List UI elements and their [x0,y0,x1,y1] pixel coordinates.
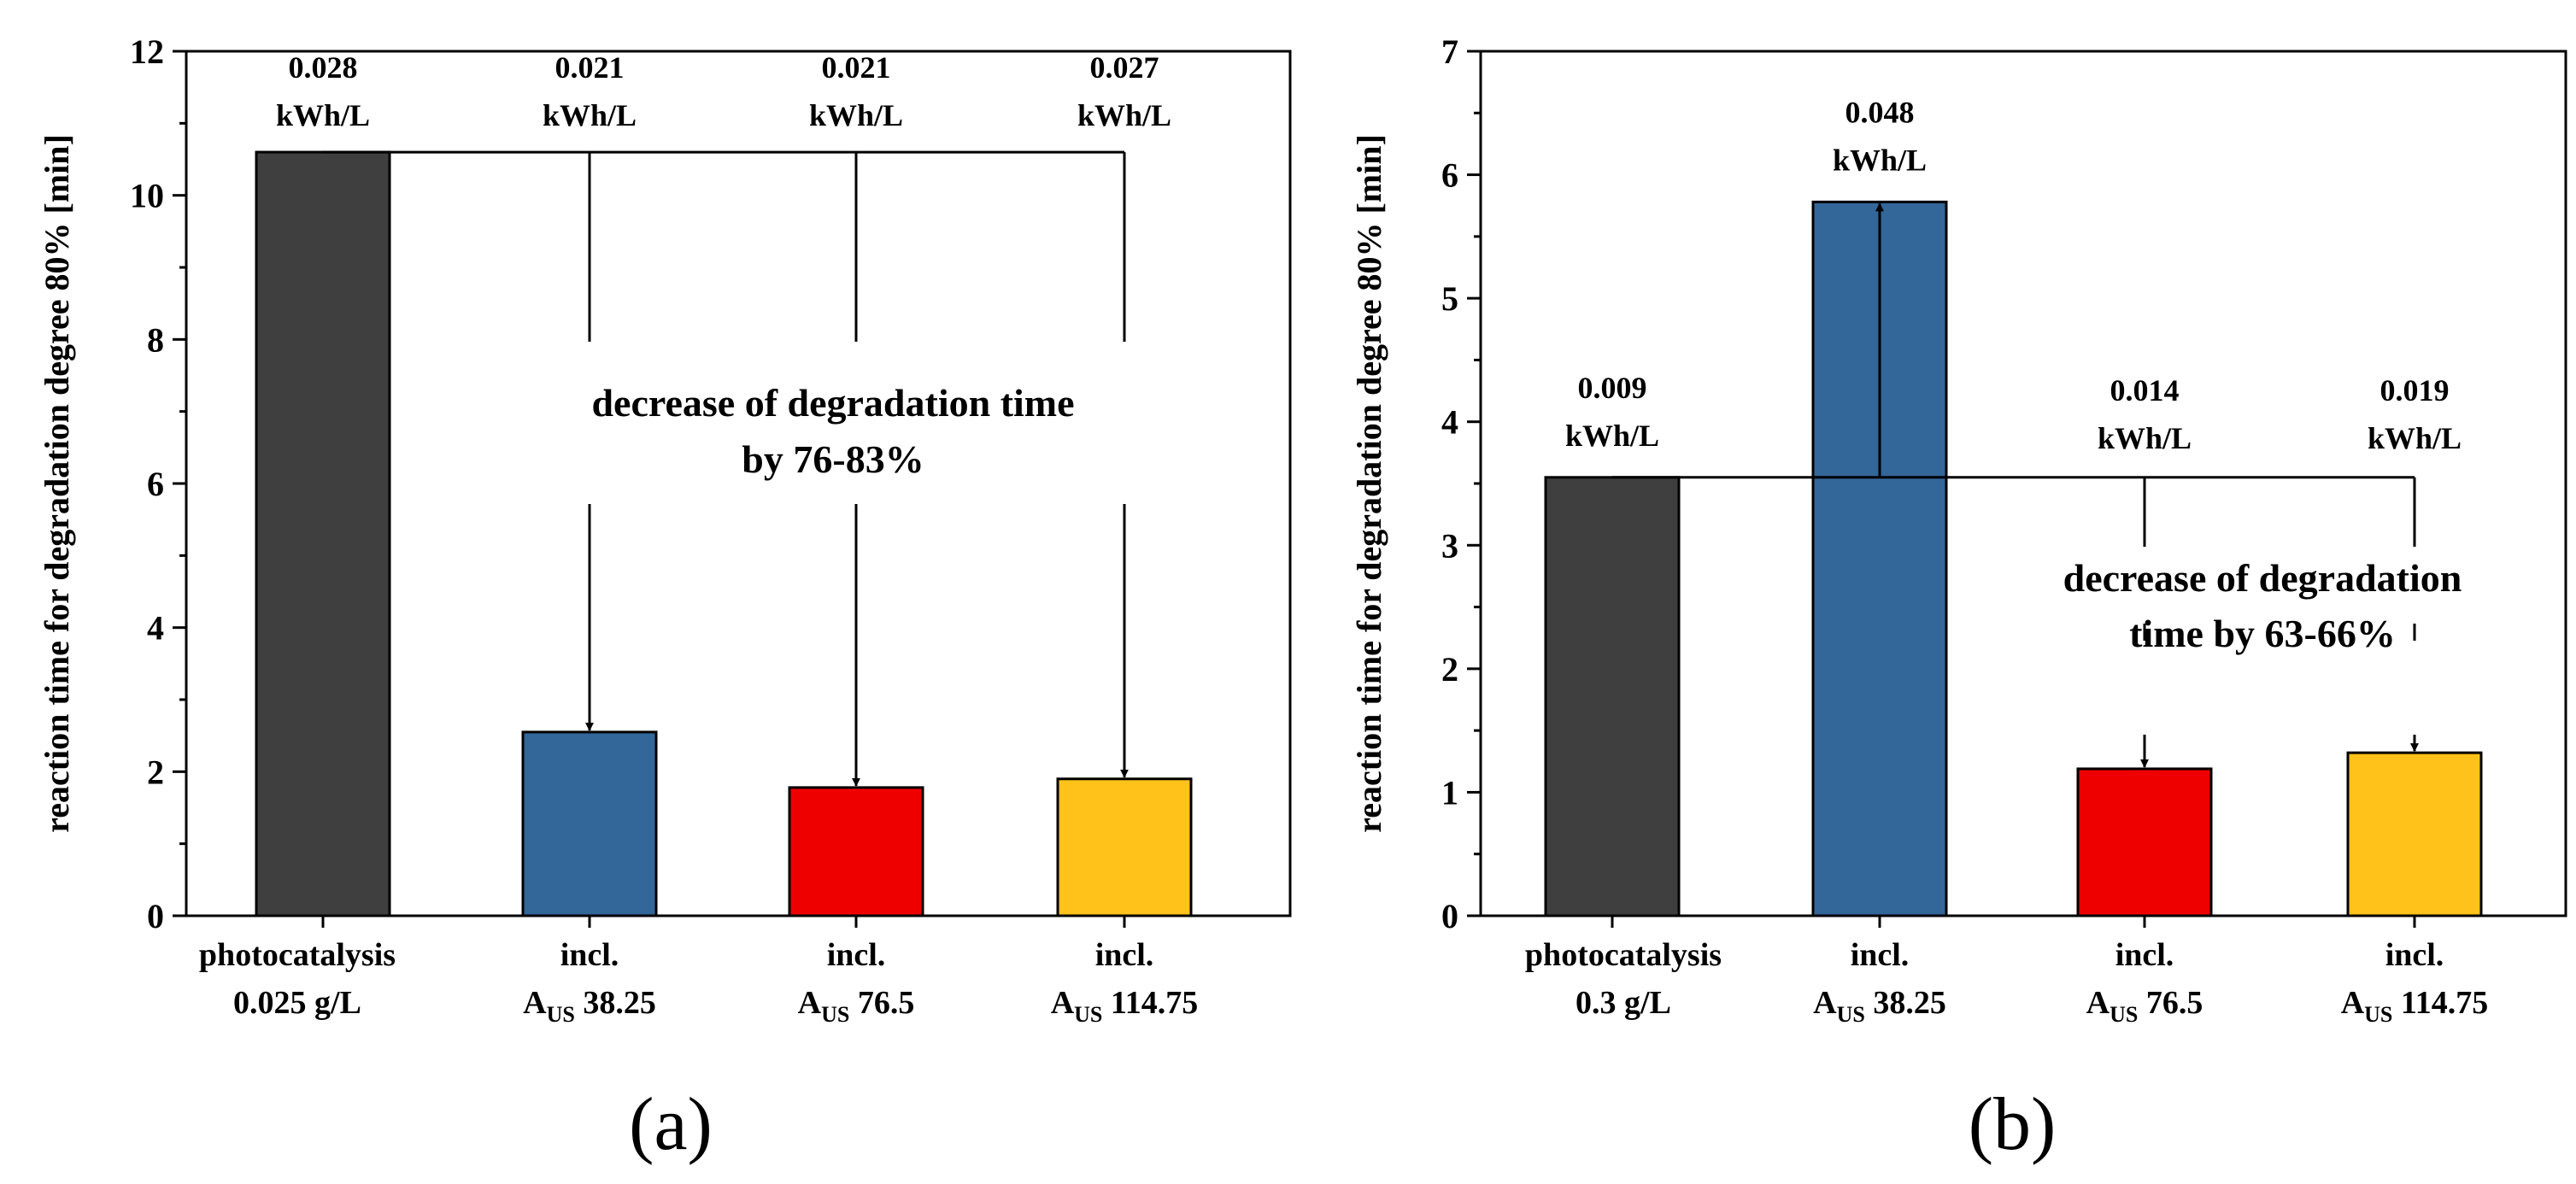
energy-value-label: 0.021 [555,50,625,85]
energy-unit-label: kWh/L [1565,419,1659,453]
y-tick-label: 12 [130,32,164,71]
decrease-annotation: time by 63-66% [2129,612,2396,655]
x-category-label: incl. [1851,937,1910,973]
y-tick-label: 6 [1441,156,1458,195]
y-tick-label: 0 [147,897,164,935]
x-category-sublabel: 0.025 g/L [233,985,361,1021]
energy-unit-label: kWh/L [276,98,370,132]
bar [521,730,658,917]
energy-unit-label: kWh/L [2368,421,2462,455]
x-category-sublabel: AUS 114.75 [2341,985,2489,1027]
x-category-label: photocatalysis [199,937,396,973]
y-tick-label: 5 [1441,279,1458,318]
x-category-sublabel: AUS 114.75 [1051,985,1199,1027]
energy-unit-label: kWh/L [2098,421,2192,455]
bar [1056,777,1193,917]
energy-value-label: 0.028 [289,50,358,85]
energy-unit-label: kWh/L [1077,98,1171,132]
bar [788,786,924,917]
energy-value-label: 0.027 [1090,50,1159,85]
y-tick-label: 8 [147,320,164,359]
y-tick-label: 0 [1441,897,1458,935]
y-tick-label: 2 [1441,650,1458,689]
x-category-label: incl. [2115,937,2174,973]
x-category-label: photocatalysis [1525,937,1722,973]
y-tick-label: 2 [147,753,164,791]
y-tick-label: 7 [1441,32,1458,71]
energy-value-label: 0.021 [822,50,891,85]
y-tick-label: 4 [147,609,164,648]
decrease-annotation: by 76-83% [742,437,924,481]
x-category-label: incl. [2385,937,2444,973]
x-category-sublabel: AUS 38.25 [1813,985,1946,1027]
decrease-annotation: decrease of degradation time [591,381,1074,425]
x-category-sublabel: AUS 76.5 [2086,985,2203,1027]
decrease-annotation: decrease of degradation [2063,556,2462,600]
x-category-label: incl. [1095,937,1154,973]
energy-unit-label: kWh/L [1833,143,1927,177]
bar [255,150,391,917]
x-category-label: incl. [560,937,619,973]
panel-label: (a) [629,1083,713,1166]
bar [1544,476,1681,917]
y-tick-label: 10 [130,177,164,215]
energy-unit-label: kWh/L [543,98,637,132]
bar [2076,767,2213,917]
y-tick-label: 6 [147,465,164,503]
y-tick-label: 1 [1441,773,1458,812]
energy-unit-label: kWh/L [809,98,903,132]
x-category-sublabel: 0.3 g/L [1576,985,1671,1021]
x-category-label: incl. [827,937,886,973]
energy-value-label: 0.009 [1578,371,1647,405]
bar [2346,751,2483,917]
energy-value-label: 0.019 [2380,373,2450,407]
energy-value-label: 0.014 [2110,373,2180,407]
x-category-sublabel: AUS 38.25 [523,985,656,1027]
x-category-sublabel: AUS 76.5 [798,985,915,1027]
y-axis-title: reaction time for degradation degree 80%… [38,134,76,833]
panel-label: (b) [1969,1083,2057,1166]
y-tick-label: 4 [1441,403,1458,442]
chart-panel-a: 0 2 4 6 8 10 12 reaction time for degradation d… [38,32,1292,1166]
y-axis-title: reaction time for degradation degree 80%… [1350,134,1388,833]
y-tick-label: 3 [1441,526,1458,565]
energy-value-label: 0.048 [1845,95,1915,129]
chart-panel-b: 0 1 2 3 4 5 6 7 reaction time for degradation de… [1350,32,2567,1166]
